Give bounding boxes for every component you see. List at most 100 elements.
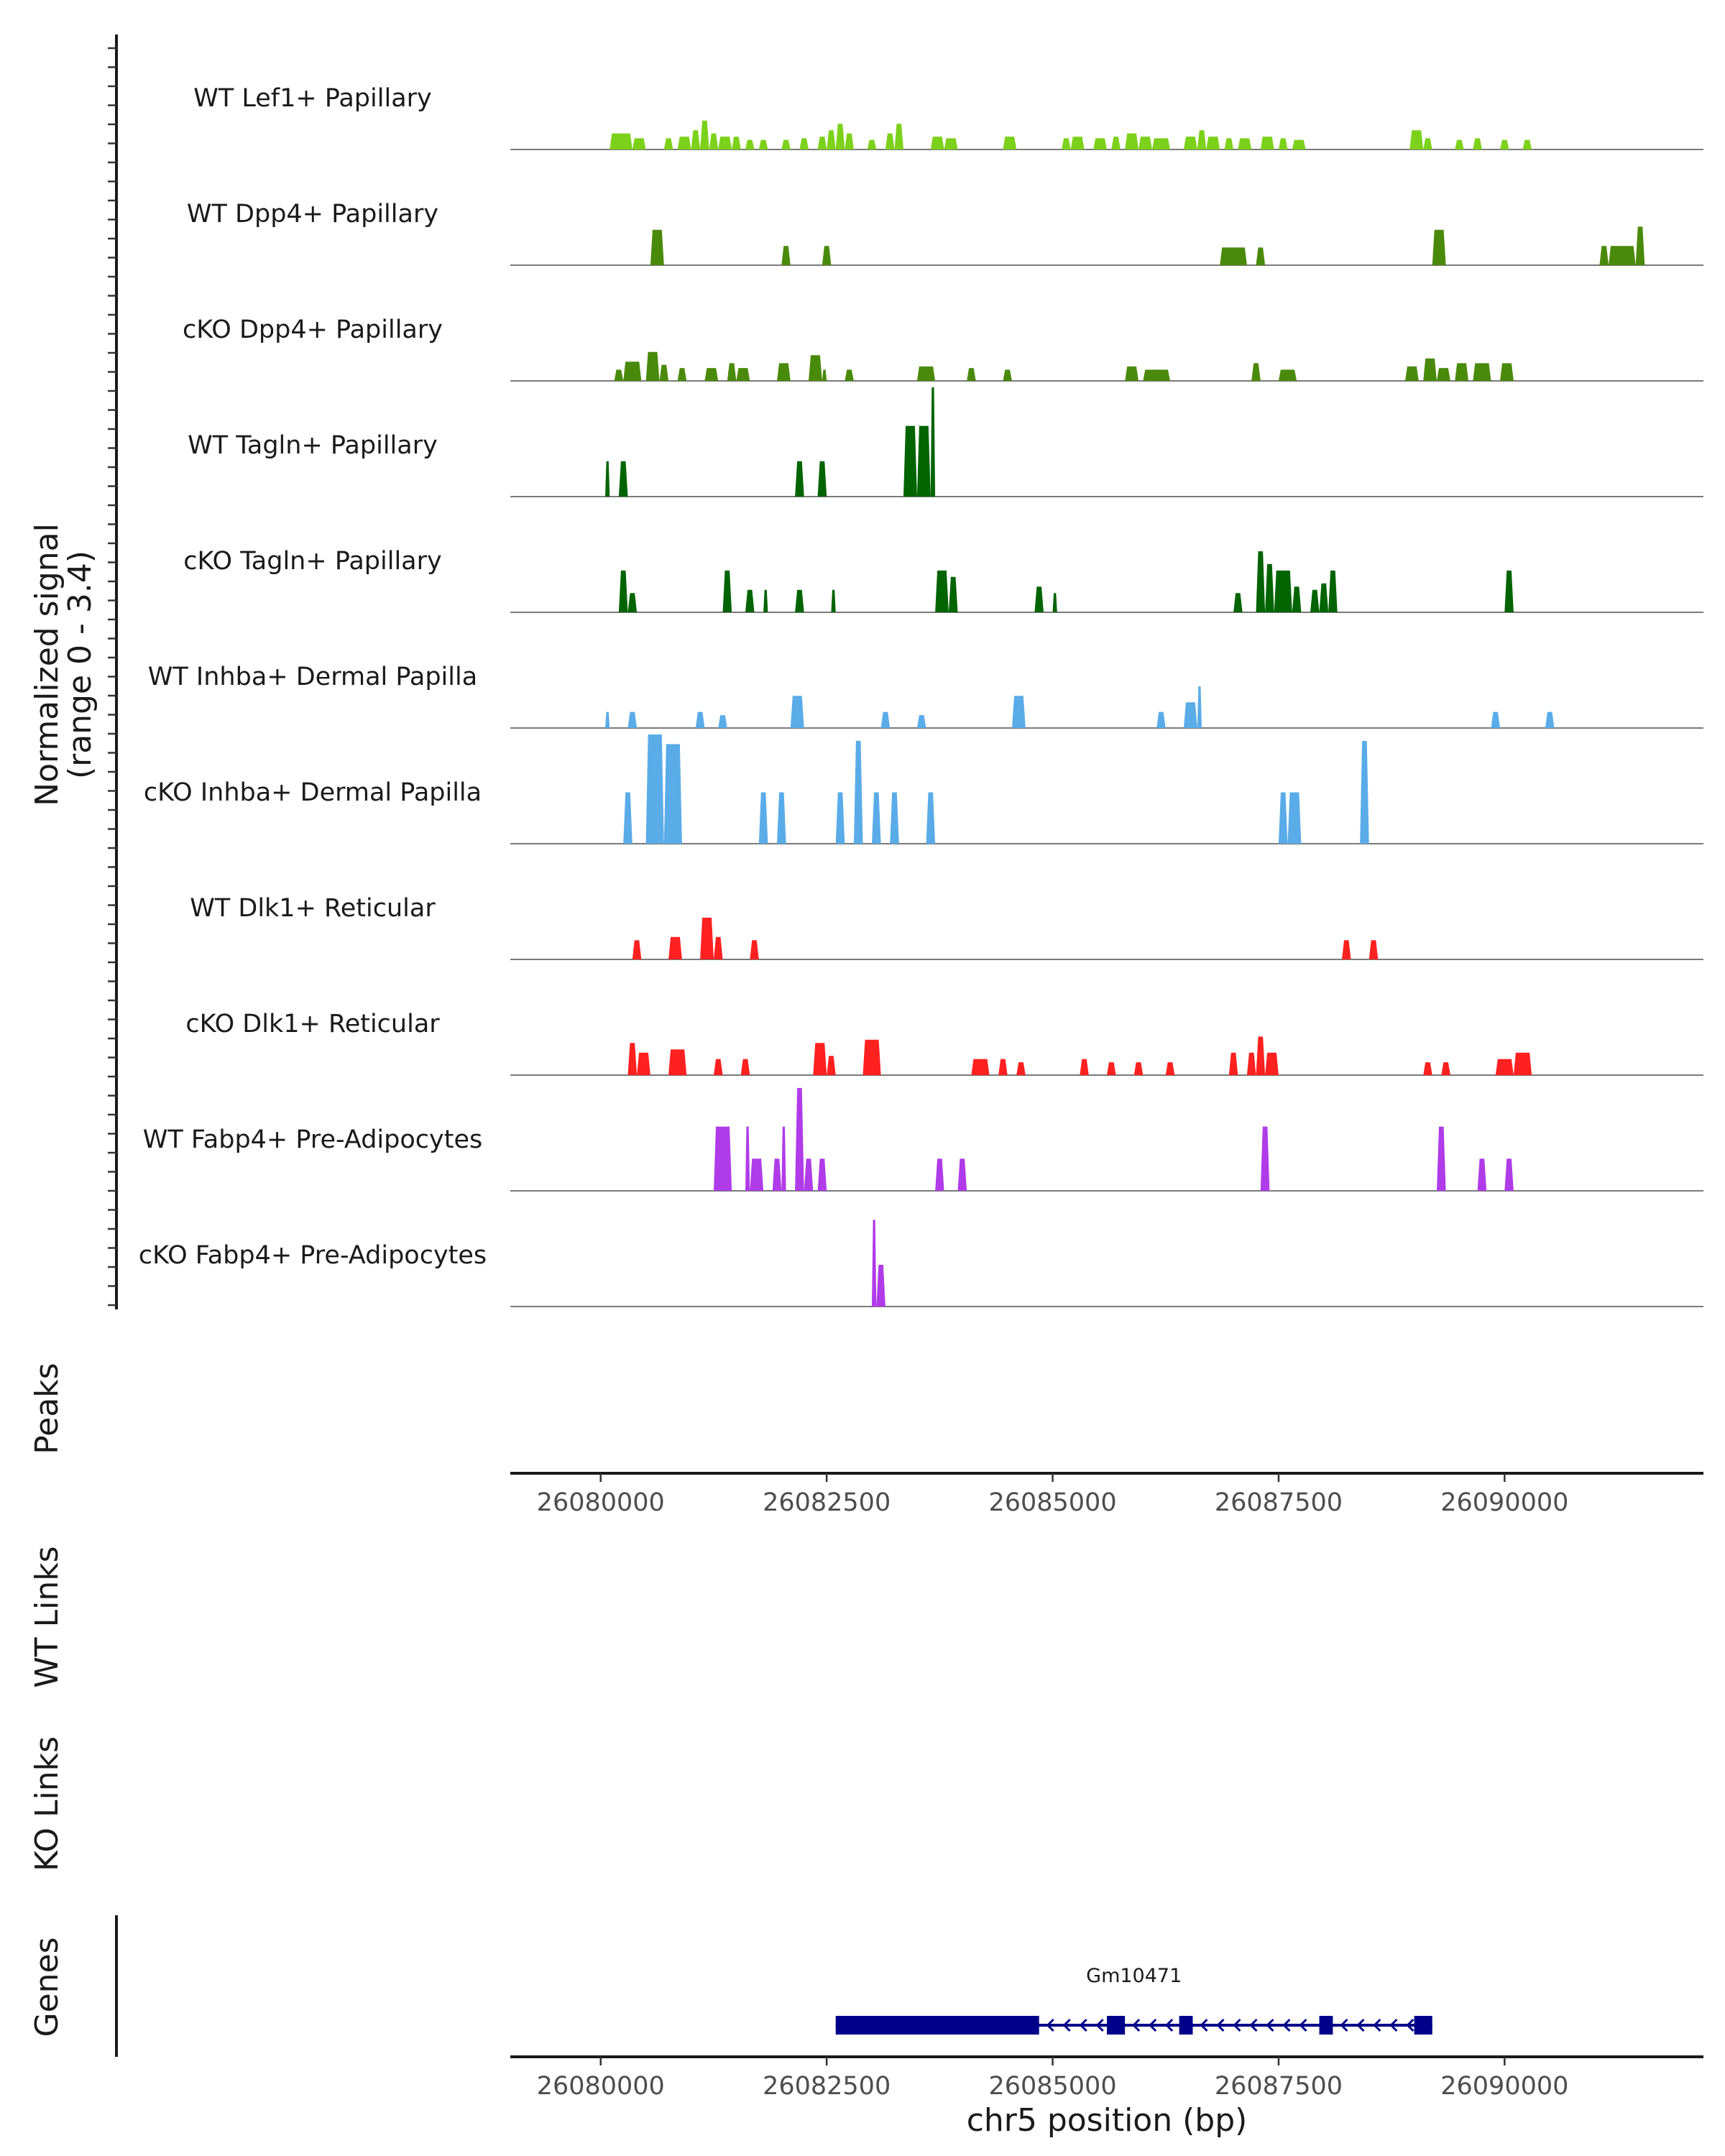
signal-peak (750, 1158, 764, 1191)
signal-peak (1228, 1052, 1238, 1075)
signal-peak (1052, 593, 1057, 612)
track-label: cKO Dpp4+ Papillary (183, 315, 443, 344)
signal-peak (822, 246, 832, 265)
signal-peak (605, 711, 610, 728)
track-label: cKO Inhba+ Dermal Papilla (144, 778, 482, 807)
track-label: WT Dpp4+ Papillary (187, 200, 438, 229)
gene-exon (1107, 2016, 1126, 2035)
signal-peak (663, 138, 673, 149)
signal-peak (727, 363, 737, 381)
signal-peak (1256, 551, 1266, 612)
signal-peak (691, 130, 701, 149)
signal-peak (1441, 1062, 1450, 1075)
x-tick-label: 26080000 (537, 1488, 665, 1517)
strand-arrow (1373, 2018, 1381, 2032)
signal-peak (1473, 138, 1482, 149)
signal-peak (1437, 1126, 1446, 1191)
signal-peak (1256, 247, 1266, 265)
signal-peak (1473, 363, 1491, 381)
x-tick-label: 26087500 (1215, 1488, 1343, 1517)
signal-peak (781, 1126, 786, 1191)
signal-peak (831, 589, 836, 612)
signal-peak (1513, 1052, 1532, 1075)
signal-peak (1197, 130, 1207, 149)
signal-peak (763, 589, 768, 612)
track-label: WT Fabp4+ Pre-Adipocytes (143, 1125, 482, 1154)
signal-peak (1062, 138, 1071, 149)
signal-peak (718, 715, 727, 728)
signal-peak (804, 1158, 814, 1191)
signal-axis-title-line1: Normalized signal (29, 523, 65, 806)
signal-peak (867, 139, 877, 149)
signal-peak (632, 138, 646, 149)
x-axis-title: chr5 position (bp) (967, 2102, 1248, 2139)
signal-peak (1292, 139, 1306, 149)
signal-peak (1156, 711, 1166, 728)
signal-peak (1635, 226, 1645, 265)
signal-peak (948, 576, 958, 612)
signal-peak (845, 369, 854, 381)
signal-peak (1183, 702, 1197, 728)
signal-peak (809, 355, 822, 381)
signal-peak (1423, 138, 1432, 149)
signal-peak (659, 364, 669, 381)
signal-peak (627, 593, 638, 612)
strand-arrow (1095, 2018, 1104, 2032)
genes-x-axis: 26080000 26082500 26085000 26087500 26090000… (510, 2055, 1703, 2139)
signal-peak (605, 461, 610, 497)
signal-peak (1423, 1062, 1432, 1075)
signal-peak (890, 792, 899, 844)
signal-peak (709, 133, 719, 149)
strand-arrow (1165, 2018, 1174, 2032)
signal-peak (645, 734, 664, 844)
strand-arrow (1046, 2018, 1054, 2032)
signal-axis-title-line2: (range 0 - 3.4) (62, 550, 98, 779)
coverage-track: cKO Dpp4+ Papillary (183, 315, 1703, 382)
signal-peak (827, 130, 836, 149)
signal-peak (926, 792, 936, 844)
signal-peak (650, 229, 664, 265)
coverage-track: cKO Dlk1+ Reticular (185, 1010, 1703, 1076)
x-tick-label: 26085000 (988, 1488, 1116, 1517)
track-label: cKO Fabp4+ Pre-Adipocytes (139, 1241, 487, 1270)
signal-peak (740, 1059, 750, 1075)
signal-peak (732, 137, 741, 149)
signal-peak (916, 366, 936, 381)
strand-arrow (1266, 2018, 1274, 2032)
track-label: WT Inhba+ Dermal Papilla (148, 663, 477, 691)
signal-peak (632, 940, 642, 959)
signal-peak (1012, 696, 1026, 728)
signal-peak (872, 792, 881, 844)
signal-peak (1278, 792, 1288, 844)
signal-peak (813, 1043, 827, 1075)
strand-arrow (1340, 2018, 1348, 2032)
signal-peak (916, 425, 931, 497)
signal-peak (1251, 363, 1261, 381)
signal-peak (663, 744, 682, 844)
signal-peak (1409, 130, 1424, 149)
signal-peak (845, 133, 854, 149)
signal-peak (722, 570, 732, 612)
signal-peak (795, 461, 804, 497)
coverage-track: WT Dlk1+ Reticular (190, 894, 1703, 960)
strand-arrow (1200, 2018, 1208, 2032)
signal-peak (1477, 1158, 1487, 1191)
signal-peak (704, 368, 719, 381)
signal-peak (781, 139, 791, 149)
strand-arrow (1389, 2018, 1398, 2032)
strand-arrow (1149, 2018, 1157, 2032)
signal-peak (677, 368, 687, 381)
signal-peak (645, 351, 660, 381)
signal-peak (935, 570, 949, 612)
signal-peak (618, 461, 628, 497)
signal-peak (835, 792, 845, 844)
signal-peak (1133, 1062, 1144, 1075)
track-label: WT Lef1+ Papillary (193, 84, 432, 113)
signal-peak (637, 1052, 650, 1075)
peaks-x-axis: 26080000 26082500 26085000 26087500 26090000 (510, 1472, 1703, 1517)
signal-peak (1504, 570, 1514, 612)
coverage-track: cKO Tagln+ Papillary (183, 547, 1703, 613)
coverage-track: WT Lef1+ Papillary (193, 84, 1703, 150)
signal-peak (1278, 138, 1288, 149)
signal-peak (799, 138, 809, 149)
